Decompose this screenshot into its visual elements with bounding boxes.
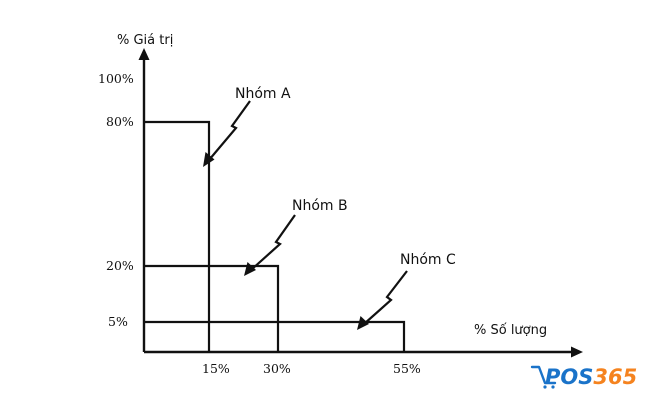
- x-tick-55: 55%: [393, 361, 421, 376]
- x-axis-label: % Số lượng: [474, 323, 547, 338]
- x-axis-arrowhead: [571, 346, 583, 358]
- cart-icon: [530, 365, 557, 389]
- x-tick-30: 30%: [263, 361, 291, 376]
- group-b-step-line: [144, 264, 280, 352]
- group-a-zigzag-arrow: [203, 100, 251, 167]
- y-tick-100: 100%: [98, 71, 134, 86]
- group-a-step-line: [144, 120, 211, 352]
- group-a-label: Nhóm A: [235, 86, 291, 102]
- group-c-step-line: [144, 320, 406, 352]
- x-tick-15: 15%: [202, 361, 230, 376]
- group-c-zigzag-arrow: [357, 270, 408, 330]
- svg-text:POS365: POS365: [545, 365, 637, 389]
- logo-text-365: 365: [593, 365, 637, 389]
- pos365-logo: POS365: [530, 365, 637, 389]
- group-b-label: Nhóm B: [292, 198, 348, 214]
- y-axis-arrowhead: [138, 48, 150, 60]
- logo-text-pos: POS: [545, 365, 593, 389]
- y-axis-label: % Giá trị: [117, 33, 173, 48]
- group-c-label: Nhóm C: [400, 252, 456, 268]
- y-tick-5: 5%: [108, 314, 128, 329]
- group-b-zigzag-arrow: [244, 214, 296, 276]
- y-tick-80: 80%: [106, 114, 134, 129]
- y-tick-20: 20%: [106, 258, 134, 273]
